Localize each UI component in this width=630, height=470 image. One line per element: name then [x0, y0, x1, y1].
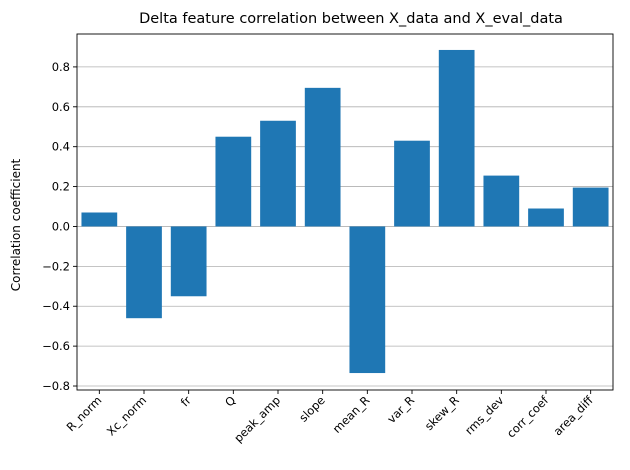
bar-peak-amp	[260, 120, 296, 227]
y-axis-ticks: −0.8 −0.6 −0.4 −0.2 0.0 0.2 0.4 0.6 0.8	[42, 60, 77, 393]
bars	[81, 49, 609, 374]
x-tick-label: Xc_norm	[104, 393, 149, 438]
y-tick-label: −0.8	[42, 379, 70, 393]
x-tick-label: mean_R	[330, 393, 373, 436]
x-tick-label: area_diff	[551, 392, 597, 438]
y-tick-label: −0.6	[42, 339, 70, 353]
y-tick-label: −0.2	[42, 259, 70, 273]
x-tick-label: slope	[296, 393, 328, 425]
plot-frame	[76, 33, 614, 391]
y-tick-label: −0.4	[42, 299, 70, 313]
bar-area-diff	[572, 187, 609, 227]
bar-corr-coef	[528, 208, 564, 227]
bar-slope	[304, 87, 341, 227]
y-tick-label: 0.8	[52, 60, 70, 74]
bar-var-r	[394, 140, 430, 227]
x-tick-label: Q	[222, 393, 238, 409]
x-tick-label: R_norm	[64, 393, 105, 434]
y-tick-label: 0.4	[52, 140, 70, 154]
x-tick-label: peak_amp	[231, 393, 283, 445]
x-tick-label: rms_dev	[462, 393, 506, 437]
y-tick-label: 0.2	[52, 180, 70, 194]
bar-r-norm	[81, 212, 118, 227]
y-tick-label: 0.6	[52, 100, 70, 114]
x-tick-label: skew_R	[422, 393, 462, 433]
bar-rms-dev	[483, 175, 520, 227]
bar-mean-r	[349, 226, 386, 374]
y-axis-label: Correlation coefficient	[9, 158, 23, 291]
bar-skew-r	[438, 49, 475, 227]
x-tick-label: corr_coef	[504, 393, 552, 441]
bar-q	[215, 136, 252, 227]
gridlines	[77, 66, 613, 387]
chart-title: Delta feature correlation between X_data…	[139, 11, 563, 27]
x-tick-label: fr	[178, 393, 194, 409]
y-tick-label: 0.0	[52, 219, 70, 233]
bar-fr	[170, 226, 207, 297]
bar-xc-norm	[126, 226, 162, 319]
x-tick-label: var_R	[384, 393, 417, 426]
